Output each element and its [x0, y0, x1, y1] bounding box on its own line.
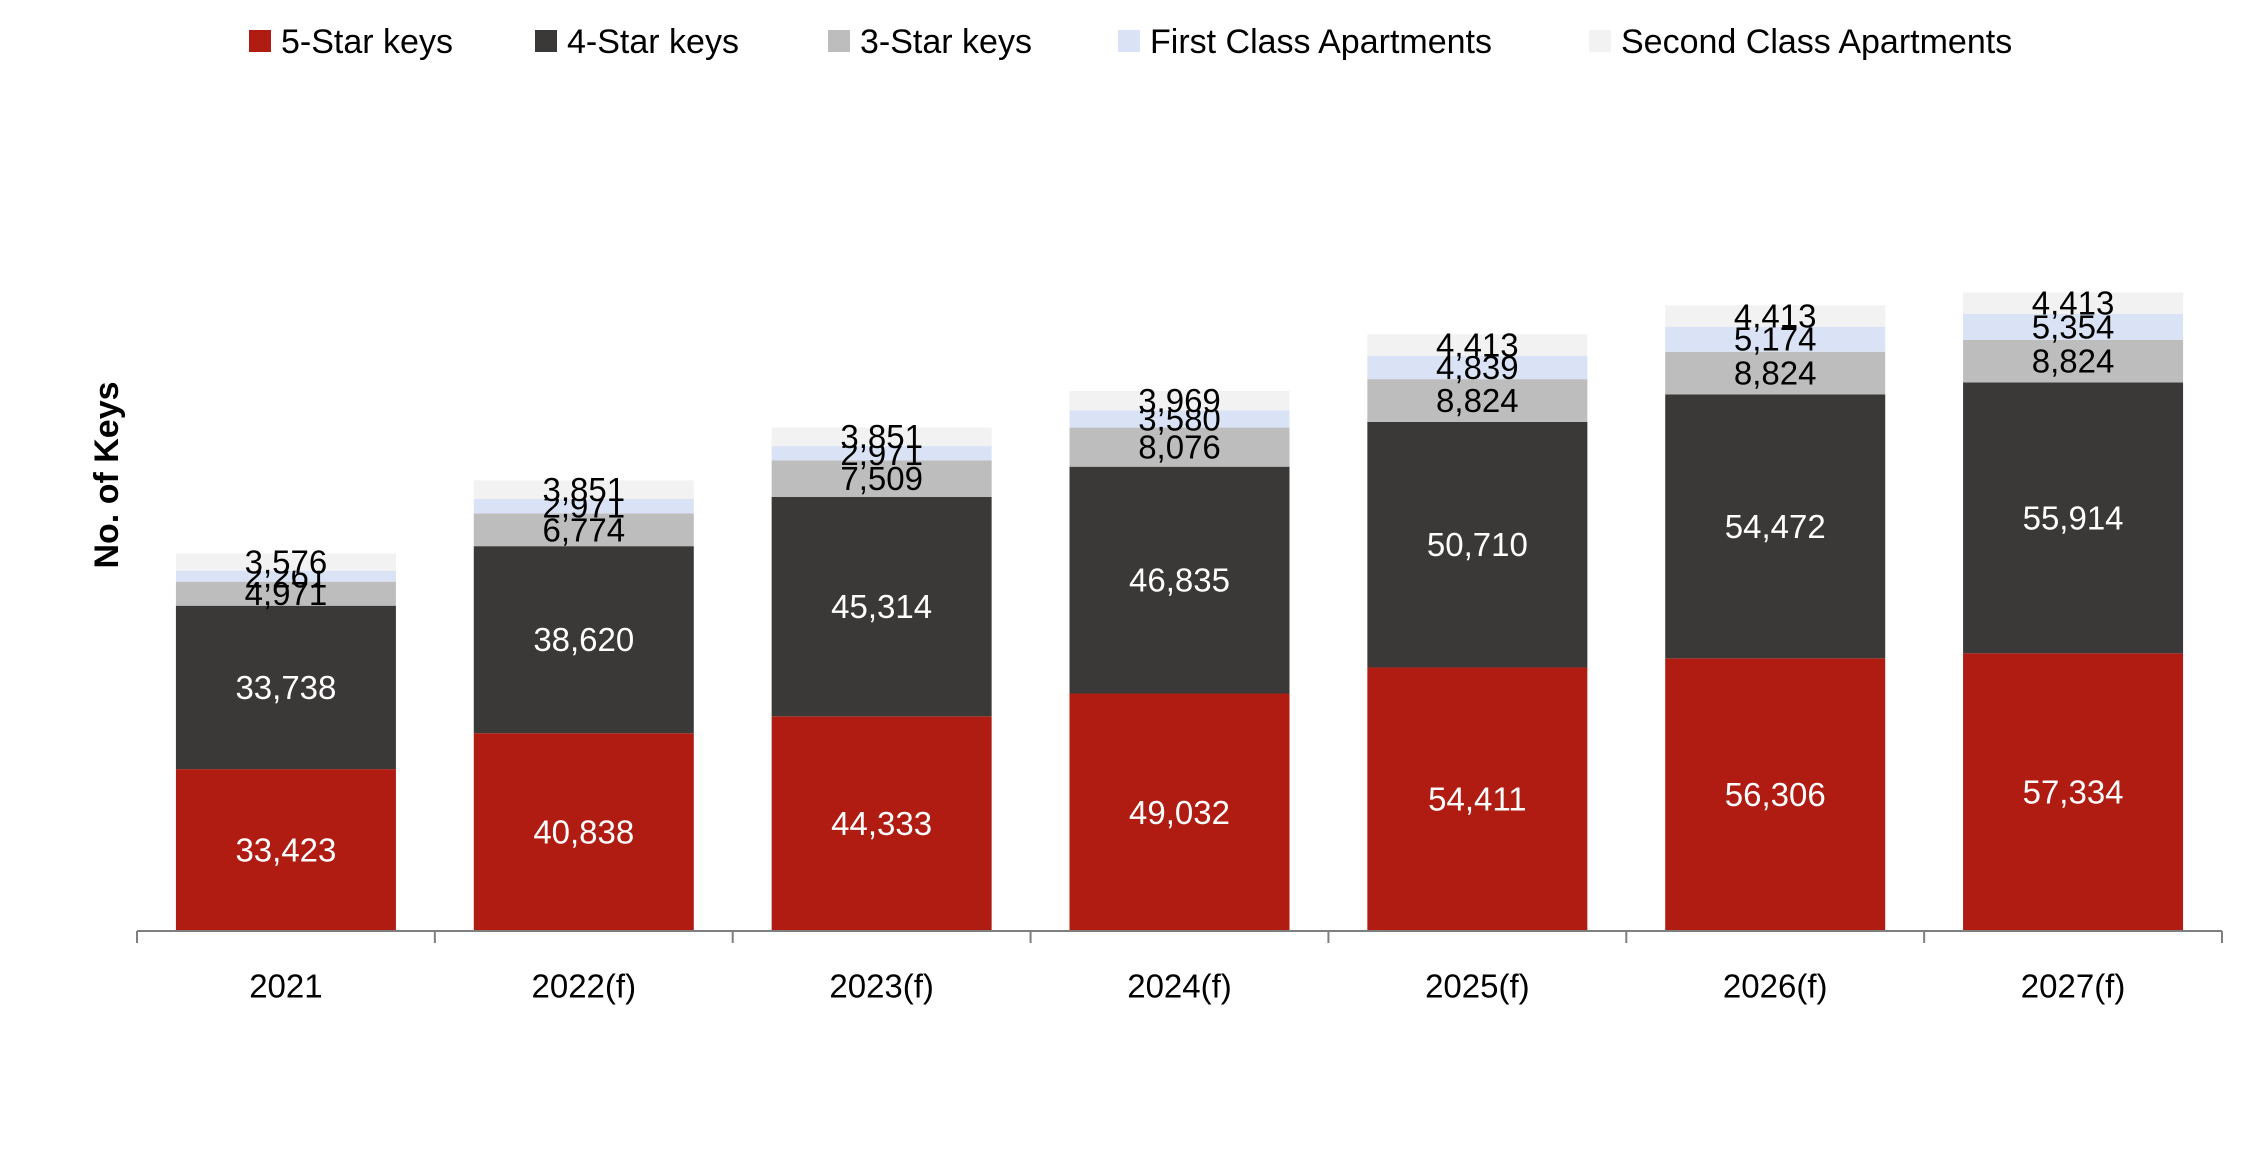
- legend-label: First Class Apartments: [1150, 23, 1492, 61]
- data-label-second-class-apartments: 4,413: [1436, 327, 1519, 364]
- bar-segment-second-class-apartments: [1367, 334, 1588, 356]
- legend-label: 5-Star keys: [281, 23, 453, 61]
- data-label-3-star-keys: 8,076: [1138, 429, 1221, 466]
- data-label-5-star-keys: 40,838: [533, 814, 634, 851]
- bar-segment-4-star-keys: [1069, 466, 1290, 694]
- legend-item-3-star-keys: 3-Star keys: [828, 23, 1032, 61]
- bar-segment-first-class-apartments: [1963, 313, 2184, 340]
- bar-segment-4-star-keys: [1367, 421, 1588, 668]
- bar-segment-first-class-apartments: [1367, 355, 1588, 380]
- legend-swatch: [249, 30, 271, 52]
- data-label-5-star-keys: 54,411: [1428, 781, 1526, 818]
- data-label-5-star-keys: 57,334: [2023, 774, 2124, 811]
- data-label-4-star-keys: 46,835: [1129, 562, 1230, 599]
- data-label-4-star-keys: 54,472: [1725, 508, 1826, 545]
- bar-segment-first-class-apartments: [1665, 326, 1886, 352]
- bar-segment-first-class-apartments: [1069, 410, 1290, 428]
- data-label-3-star-keys: 8,824: [1734, 355, 1817, 392]
- bar-segment-3-star-keys: [1665, 351, 1886, 395]
- x-axis: 2021 2022(f) 2023(f) 2024(f) 2025(f) 2026(f) 2…: [136, 930, 2223, 1005]
- x-tick-label: 2027(f): [2021, 968, 2126, 1005]
- data-label-3-star-keys: 6,774: [542, 511, 625, 548]
- data-label-second-class-apartments: 3,969: [1138, 382, 1221, 419]
- data-label-second-class-apartments: 3,576: [245, 544, 328, 581]
- bar-segment-3-star-keys: [175, 581, 396, 606]
- bar-segment-4-star-keys: [1963, 382, 2184, 654]
- bar-segment-second-class-apartments: [1963, 292, 2184, 314]
- y-axis-label: No. of Keys: [88, 381, 126, 568]
- x-tick-label: 2022(f): [532, 968, 637, 1005]
- x-tick-label: 2021: [249, 968, 322, 1005]
- data-label-5-star-keys: 56,306: [1725, 776, 1826, 813]
- bar-segment-3-star-keys: [1963, 339, 2184, 383]
- data-label-4-star-keys: 50,710: [1427, 526, 1528, 563]
- legend-item-first-class-apartments: First Class Apartments: [1118, 23, 1492, 61]
- bar-segment-first-class-apartments: [771, 446, 992, 461]
- data-label-3-star-keys: 7,509: [840, 460, 923, 497]
- bar-segment-4-star-keys: [175, 605, 396, 770]
- data-label-3-star-keys: 8,824: [1436, 382, 1519, 419]
- data-label-4-star-keys: 38,620: [533, 621, 634, 658]
- data-label-4-star-keys: 55,914: [2023, 499, 2124, 536]
- legend: 5-Star keys 4-Star keys 3-Star keys First C…: [249, 23, 2012, 61]
- legend-swatch: [1589, 30, 1611, 52]
- bar-segment-first-class-apartments: [473, 498, 694, 514]
- data-label-first-class-apartments: 5,174: [1734, 321, 1817, 358]
- legend-item-second-class-apartments: Second Class Apartments: [1589, 23, 2012, 61]
- bar-segment-3-star-keys: [473, 513, 694, 547]
- bar-segment-4-star-keys: [771, 496, 992, 717]
- bar-segment-second-class-apartments: [473, 480, 694, 499]
- x-tick-label: 2025(f): [1425, 968, 1530, 1005]
- data-label-second-class-apartments: 4,413: [2032, 285, 2115, 322]
- bar-segment-5-star-keys: [1069, 693, 1290, 931]
- legend-swatch: [828, 30, 850, 52]
- bar-segment-5-star-keys: [175, 769, 396, 931]
- bar-segment-5-star-keys: [1963, 653, 2184, 931]
- bar-segment-3-star-keys: [771, 460, 992, 497]
- bar-segment-3-star-keys: [1367, 379, 1588, 422]
- data-label-second-class-apartments: 3,851: [840, 418, 923, 455]
- bar-segment-second-class-apartments: [1069, 391, 1290, 411]
- legend-label: 3-Star keys: [860, 23, 1032, 61]
- bars: 33,42333,7384,9712,2613,57640,83838,6206…: [175, 285, 2184, 931]
- data-label-second-class-apartments: 3,851: [542, 471, 625, 508]
- bar-segment-3-star-keys: [1069, 427, 1290, 467]
- legend-item-5-star-keys: 5-Star keys: [249, 23, 453, 61]
- data-label-5-star-keys: 49,032: [1129, 794, 1230, 831]
- bar-segment-4-star-keys: [473, 546, 694, 734]
- bar-segment-5-star-keys: [771, 716, 992, 931]
- bar-segment-second-class-apartments: [771, 427, 992, 447]
- legend-swatch: [535, 30, 557, 52]
- bar-segment-second-class-apartments: [1665, 305, 1886, 327]
- legend-label: Second Class Apartments: [1621, 23, 2012, 61]
- bar-segment-5-star-keys: [473, 733, 694, 931]
- data-label-5-star-keys: 33,423: [235, 832, 336, 869]
- x-tick-label: 2024(f): [1127, 968, 1232, 1005]
- bar-segment-first-class-apartments: [175, 570, 396, 582]
- bar-segment-4-star-keys: [1665, 394, 1886, 659]
- data-label-5-star-keys: 44,333: [831, 805, 932, 842]
- bar-segment-second-class-apartments: [175, 553, 396, 571]
- data-label-4-star-keys: 33,738: [235, 669, 336, 706]
- bar-segment-5-star-keys: [1367, 667, 1588, 931]
- legend-swatch: [1118, 30, 1140, 52]
- data-label-second-class-apartments: 4,413: [1734, 297, 1817, 334]
- bar-segment-5-star-keys: [1665, 658, 1886, 931]
- legend-item-4-star-keys: 4-Star keys: [535, 23, 739, 61]
- data-label-first-class-apartments: 5,354: [2032, 308, 2115, 345]
- legend-label: 4-Star keys: [567, 23, 739, 61]
- data-label-4-star-keys: 45,314: [831, 588, 932, 625]
- x-tick-label: 2023(f): [829, 968, 934, 1005]
- x-tick-label: 2026(f): [1723, 968, 1828, 1005]
- data-label-3-star-keys: 8,824: [2032, 343, 2115, 380]
